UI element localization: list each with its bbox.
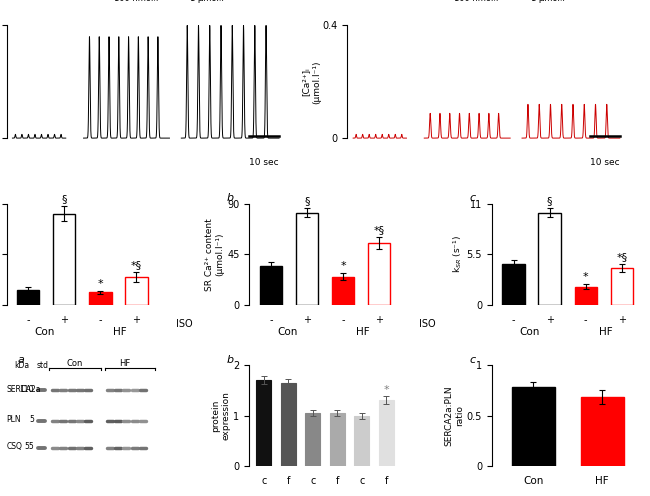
Bar bbox=[538, 213, 561, 305]
Text: *§: *§ bbox=[374, 225, 385, 236]
Text: 10 sec: 10 sec bbox=[590, 158, 620, 167]
Text: 100 nmol.l⁻¹: 100 nmol.l⁻¹ bbox=[454, 0, 506, 2]
Text: b: b bbox=[226, 193, 233, 203]
Text: *: * bbox=[98, 279, 103, 289]
Bar bbox=[330, 413, 344, 466]
Text: HF: HF bbox=[356, 327, 370, 337]
Text: HF: HF bbox=[599, 327, 612, 337]
Y-axis label: protein
expression: protein expression bbox=[211, 391, 230, 440]
Bar bbox=[281, 382, 296, 466]
Text: *: * bbox=[583, 272, 588, 282]
Bar bbox=[580, 397, 623, 466]
Text: 55: 55 bbox=[24, 442, 34, 451]
Text: CSQ: CSQ bbox=[6, 442, 22, 451]
Text: 110: 110 bbox=[20, 385, 34, 394]
Text: 1 µmol.l⁻¹: 1 µmol.l⁻¹ bbox=[531, 0, 573, 2]
Text: SERCA2a: SERCA2a bbox=[6, 385, 41, 394]
Bar bbox=[306, 413, 320, 466]
Text: kDa: kDa bbox=[14, 361, 29, 370]
Bar bbox=[378, 400, 394, 466]
Text: 100 nmol.l⁻¹: 100 nmol.l⁻¹ bbox=[114, 0, 166, 2]
Bar bbox=[610, 268, 633, 305]
Bar bbox=[512, 387, 554, 466]
Text: b: b bbox=[226, 355, 233, 365]
Text: Con: Con bbox=[277, 327, 297, 337]
Bar bbox=[332, 277, 354, 305]
Text: 10 sec: 10 sec bbox=[250, 158, 279, 167]
Y-axis label: [Ca²⁺]ᵢ
(µmol.l⁻¹): [Ca²⁺]ᵢ (µmol.l⁻¹) bbox=[302, 60, 321, 104]
Bar bbox=[17, 290, 40, 305]
Text: *: * bbox=[340, 261, 346, 271]
Bar bbox=[53, 214, 75, 305]
Text: ISO: ISO bbox=[176, 319, 193, 329]
Text: *§: *§ bbox=[616, 252, 627, 262]
Text: *§: *§ bbox=[131, 260, 142, 270]
Text: 1 µmol.l⁻¹: 1 µmol.l⁻¹ bbox=[190, 0, 232, 2]
Text: Con: Con bbox=[66, 359, 83, 368]
Text: HF: HF bbox=[114, 327, 127, 337]
Bar bbox=[296, 213, 318, 305]
Text: §: § bbox=[304, 196, 309, 206]
Bar bbox=[256, 380, 272, 466]
Text: *: * bbox=[384, 385, 389, 395]
Text: HF: HF bbox=[119, 359, 131, 368]
Text: ISO: ISO bbox=[419, 319, 436, 329]
Bar bbox=[259, 265, 282, 305]
Text: PLN: PLN bbox=[6, 415, 21, 424]
Text: Con: Con bbox=[34, 327, 55, 337]
Y-axis label: k$_{SR}$ (s⁻¹): k$_{SR}$ (s⁻¹) bbox=[451, 235, 464, 273]
Text: §: § bbox=[547, 196, 552, 206]
Text: Con: Con bbox=[519, 327, 540, 337]
Text: §: § bbox=[62, 194, 67, 204]
Bar bbox=[89, 292, 112, 305]
Text: c: c bbox=[469, 355, 475, 365]
Bar bbox=[368, 243, 391, 305]
Y-axis label: SR Ca²⁺ content
(µmol.l⁻¹): SR Ca²⁺ content (µmol.l⁻¹) bbox=[205, 218, 224, 291]
Text: std: std bbox=[37, 361, 49, 370]
Text: c: c bbox=[469, 193, 475, 203]
Y-axis label: SERCA2a:PLN
ratio: SERCA2a:PLN ratio bbox=[445, 385, 464, 446]
Bar bbox=[125, 277, 148, 305]
Bar bbox=[502, 263, 525, 305]
Bar bbox=[575, 287, 597, 305]
Text: a: a bbox=[17, 355, 24, 365]
Text: 5: 5 bbox=[29, 415, 34, 424]
Bar bbox=[354, 416, 369, 466]
